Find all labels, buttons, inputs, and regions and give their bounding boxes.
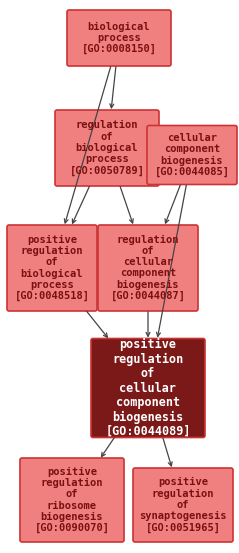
Text: regulation
of
cellular
component
biogenesis
[GO:0044087]: regulation of cellular component biogene… [110, 235, 185, 301]
Text: positive
regulation
of
ribosome
biogenesis
[GO:0090070]: positive regulation of ribosome biogenes… [34, 467, 109, 533]
FancyBboxPatch shape [7, 225, 97, 311]
Text: positive
regulation
of
cellular
component
biogenesis
[GO:0044089]: positive regulation of cellular componen… [105, 338, 191, 438]
Text: positive
regulation
of
synaptogenesis
[GO:0051965]: positive regulation of synaptogenesis [G… [139, 477, 227, 533]
FancyBboxPatch shape [147, 126, 237, 185]
FancyBboxPatch shape [20, 458, 124, 542]
FancyBboxPatch shape [133, 468, 233, 542]
FancyBboxPatch shape [91, 338, 205, 437]
FancyBboxPatch shape [98, 225, 198, 311]
Text: regulation
of
biological
process
[GO:0050789]: regulation of biological process [GO:005… [70, 121, 145, 175]
FancyBboxPatch shape [55, 110, 159, 186]
Text: biological
process
[GO:0008150]: biological process [GO:0008150] [81, 22, 157, 54]
Text: positive
regulation
of
biological
process
[GO:0048518]: positive regulation of biological proces… [15, 235, 89, 301]
FancyBboxPatch shape [67, 10, 171, 66]
Text: cellular
component
biogenesis
[GO:0044085]: cellular component biogenesis [GO:004408… [154, 133, 229, 177]
